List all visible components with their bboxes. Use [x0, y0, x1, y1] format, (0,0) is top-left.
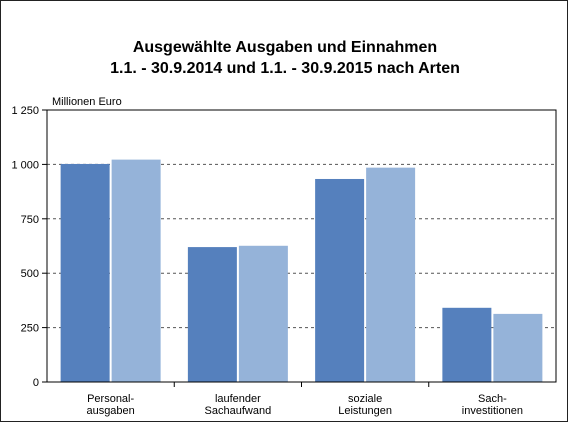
y-tick-label: 250	[21, 323, 39, 335]
y-tick-labels: 0 250 500 750 1 000 1 250	[11, 105, 39, 389]
y-tick-label: 1 250	[11, 105, 39, 117]
y-tick-label: 750	[21, 214, 39, 226]
chart-title-line-1: Ausgewählte Ausgaben und Einnahmen	[132, 39, 438, 56]
x-category-label: investitionen	[462, 405, 523, 417]
x-category-label: Leistungen	[338, 405, 392, 417]
x-category-label: Sachaufwand	[205, 405, 272, 417]
y-tick-label: 1 000	[11, 159, 39, 171]
bars	[60, 159, 543, 382]
y-tick-label: 500	[21, 268, 39, 280]
x-category-label: Personal-	[87, 393, 134, 405]
bar-series-2-4	[493, 313, 543, 382]
axes	[42, 109, 557, 387]
x-category-label: laufender	[215, 393, 261, 405]
bar-series-2-2	[238, 245, 288, 382]
chart-title-line-2: 1.1. - 30.9.2014 und 1.1. - 30.9.2015 na…	[110, 60, 460, 77]
x-category-label: Sach-	[478, 393, 507, 405]
bar-series-1-2	[187, 247, 237, 382]
bar-series-2-3	[366, 167, 416, 382]
bar-series-1-3	[315, 178, 365, 382]
y-tick-label: 0	[33, 377, 39, 389]
bar-series-2-1	[111, 159, 161, 382]
x-category-label: ausgaben	[86, 405, 134, 417]
y-unit-label: Millionen Euro	[52, 96, 122, 108]
bar-series-1-4	[442, 307, 492, 382]
bar-series-1-1	[60, 163, 110, 382]
plot-area-border	[46, 109, 557, 383]
x-category-label: soziale	[348, 393, 382, 405]
